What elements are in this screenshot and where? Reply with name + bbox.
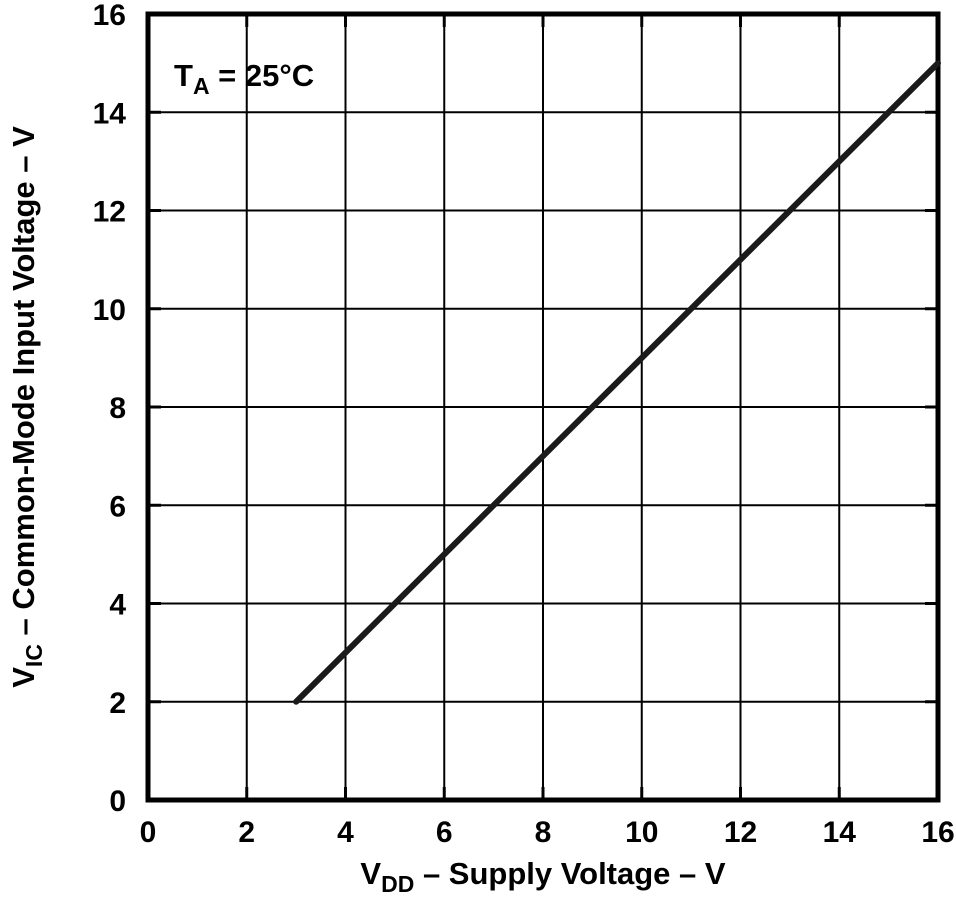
x-tick-label: 0	[140, 816, 157, 849]
x-tick-label: 14	[823, 816, 857, 849]
y-tick-label: 12	[93, 196, 126, 229]
y-tick-label: 16	[93, 0, 126, 32]
y-tick-label: 2	[109, 687, 126, 720]
x-tick-label: 12	[724, 816, 757, 849]
x-tick-label: 8	[535, 816, 552, 849]
x-tick-label: 4	[337, 816, 354, 849]
y-tick-label: 0	[109, 785, 126, 818]
y-axis-label: VIC – Common-Mode Input Voltage – V	[6, 126, 47, 688]
plot-border	[145, 11, 941, 803]
y-tick-label: 4	[109, 589, 126, 622]
x-axis-label: VDD – Supply Voltage – V	[360, 856, 725, 897]
y-tick-label: 6	[109, 490, 126, 523]
x-tick-label: 16	[921, 816, 954, 849]
y-tick-label: 8	[109, 392, 126, 425]
y-tick-label: 10	[93, 294, 126, 327]
y-tick-label: 14	[93, 97, 127, 130]
x-tick-label: 6	[436, 816, 453, 849]
x-tick-label: 10	[625, 816, 658, 849]
x-tick-label: 2	[238, 816, 255, 849]
annotation-temperature: TA = 25°C	[174, 58, 314, 99]
data-line	[293, 60, 941, 705]
